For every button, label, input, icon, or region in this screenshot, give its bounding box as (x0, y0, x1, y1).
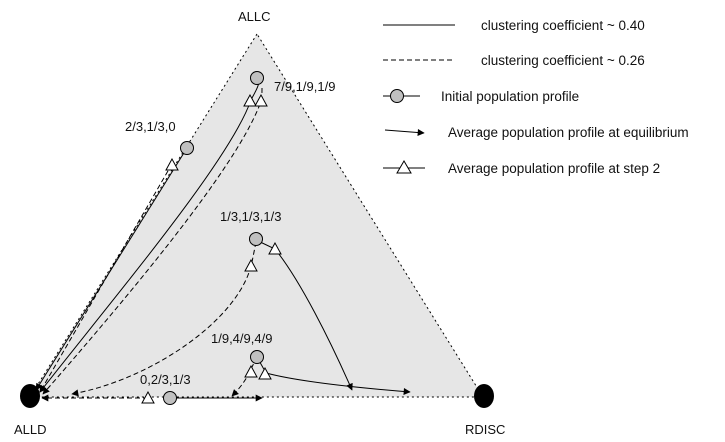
step2-marker (141, 390, 155, 404)
initial-marker-p3 (249, 232, 263, 246)
legend-step2-label: Average population profile at step 2 (448, 161, 660, 176)
trajectory-dashed-p2 (39, 163, 173, 393)
legend-solid-line-label: clustering coefficient ~ 0.40 (481, 18, 645, 33)
trajectory-dashed-p4 (231, 356, 258, 397)
initial-marker-p1 (250, 71, 264, 85)
vertex-label-rdisc: RDISC (465, 422, 505, 437)
legend-step2-marker (396, 160, 412, 174)
step2-marker (165, 157, 179, 171)
legend: clustering coefficient ~ 0.40 clustering… (383, 18, 689, 176)
trajectory-solid-p4 (256, 356, 411, 395)
vertex-marker-alld (20, 384, 40, 408)
initial-marker-p2 (180, 141, 194, 155)
point-label-p3: 1/3,1/3,1/3 (220, 209, 281, 224)
initial-marker-p5 (163, 391, 177, 405)
legend-initial-marker (390, 89, 404, 103)
legend-equilibrium-arrow (384, 129, 425, 137)
step2-marker (243, 93, 257, 107)
vertex-label-alld: ALLD (14, 422, 47, 437)
step2-marker (258, 366, 272, 380)
trajectory-dashed-p3 (71, 241, 257, 397)
vertex-marker-rdisc (474, 384, 494, 408)
point-label-p1: 7/9,1/9,1/9 (274, 79, 335, 94)
vertex-label-allc: ALLC (238, 9, 271, 24)
step2-marker (244, 258, 258, 272)
step2-marker (268, 241, 282, 255)
step2-marker (254, 93, 268, 107)
point-label-p2: 2/3,1/3,0 (125, 119, 176, 134)
trajectory-solid-p1 (39, 77, 260, 393)
simplex-triangle (29, 33, 484, 398)
point-label-p4: 1/9,4/9,4/9 (211, 331, 272, 346)
legend-dashed-line-label: clustering coefficient ~ 0.26 (481, 53, 645, 68)
legend-initial-label: Initial population profile (441, 89, 579, 104)
initial-marker-p4 (250, 350, 264, 364)
point-label-p5: 0,2/3,1/3 (140, 372, 191, 387)
step2-marker (244, 364, 258, 378)
legend-equilibrium-label: Average population profile at equilibriu… (448, 125, 689, 140)
